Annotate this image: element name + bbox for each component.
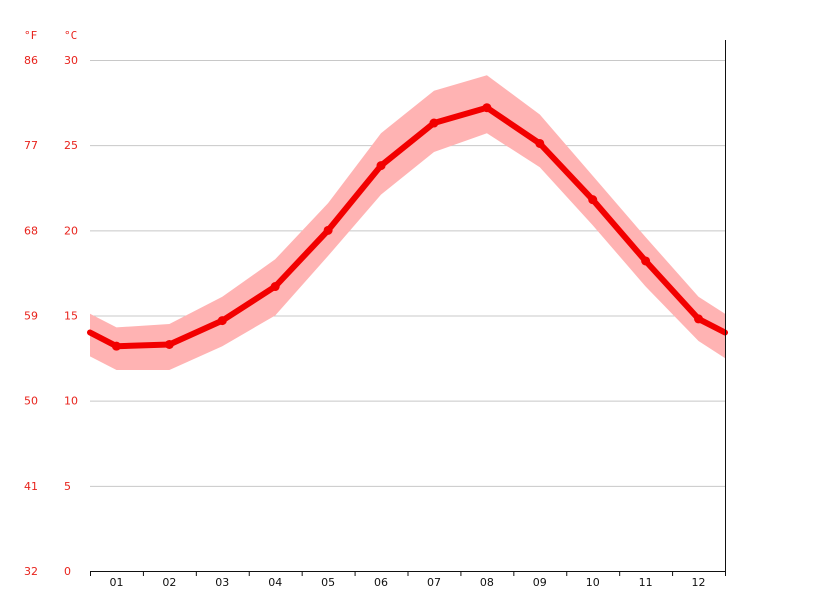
x-tick-label: 04	[268, 576, 282, 589]
x-tick-label: 02	[162, 576, 176, 589]
data-point	[376, 161, 386, 171]
y-axis-fahrenheit-labels: 32 41 50 59 68 77 86	[24, 54, 38, 578]
average-temperature-line	[87, 104, 728, 350]
x-tick-label: 08	[480, 576, 494, 589]
x-axis-labels: 01 02 03 04 05 06 07 08 09 10 11 12	[109, 576, 705, 589]
y-tick-label-fahrenheit: 59	[24, 310, 38, 323]
y-tick-label-celsius: 30	[64, 54, 78, 67]
x-tick-label: 07	[427, 576, 441, 589]
data-point	[482, 103, 492, 113]
y-tick-label-celsius: 5	[64, 480, 71, 493]
temperature-range-band	[90, 75, 725, 371]
y-tick-label-fahrenheit: 32	[24, 565, 38, 578]
y-tick-label-fahrenheit: 41	[24, 480, 38, 493]
x-tick-label: 05	[321, 576, 335, 589]
x-tick-label: 09	[533, 576, 547, 589]
celsius-unit-label: °C	[64, 29, 77, 42]
x-tick-label: 03	[215, 576, 229, 589]
x-tick-label: 10	[586, 576, 600, 589]
data-points	[111, 103, 704, 351]
data-point	[217, 316, 227, 326]
data-point	[588, 195, 598, 205]
x-tick-label: 11	[639, 576, 653, 589]
y-tick-label-celsius: 20	[64, 224, 78, 237]
data-point	[323, 225, 333, 235]
x-tick-label: 01	[109, 576, 123, 589]
x-axis-ticks	[90, 571, 726, 576]
y-tick-label-fahrenheit: 86	[24, 54, 38, 67]
data-point	[694, 314, 704, 324]
y-tick-label-celsius: 10	[64, 395, 78, 408]
x-tick-label: 12	[692, 576, 706, 589]
data-point	[164, 339, 174, 349]
y-tick-label-celsius: 25	[64, 139, 78, 152]
data-point	[429, 118, 439, 128]
y-axis-celsius-labels: 0 5 10 15 20 25 30	[64, 54, 78, 578]
data-point	[270, 282, 280, 292]
y-tick-label-fahrenheit: 50	[24, 395, 38, 408]
y-tick-label-fahrenheit: 77	[24, 139, 38, 152]
data-point	[111, 341, 121, 351]
y-tick-label-fahrenheit: 68	[24, 224, 38, 237]
data-point	[535, 138, 545, 148]
x-tick-label: 06	[374, 576, 388, 589]
y-tick-label-celsius: 15	[64, 310, 78, 323]
y-tick-label-celsius: 0	[64, 565, 71, 578]
data-point	[641, 256, 651, 266]
fahrenheit-unit-label: °F	[24, 29, 37, 42]
